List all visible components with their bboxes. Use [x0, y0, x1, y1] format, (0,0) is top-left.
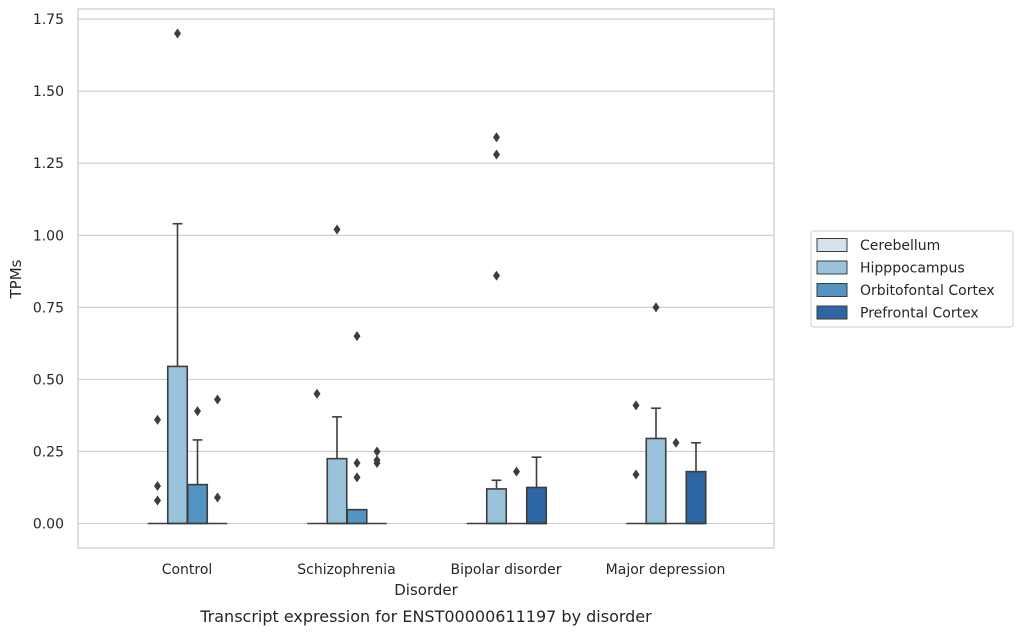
box-hipppocampus: [166, 365, 189, 525]
legend-entry: Prefrontal Cortex: [860, 306, 979, 322]
outlier-point: [353, 457, 361, 468]
outlier-point: [154, 495, 161, 506]
y-tick-labels: 0.00 0.25 0.50 0.75 1.00 1.25 1.50 1.75: [33, 12, 64, 532]
outlier-point: [632, 400, 640, 411]
box-prefrontal-cortex: [685, 470, 707, 525]
y-tick-label: 1.25: [33, 156, 64, 172]
x-tick-label: Control: [162, 562, 213, 578]
y-tick-label: 1.50: [33, 84, 64, 100]
outlier-point: [493, 132, 500, 143]
legend: Cerebellum Hipppocampus Orbitofontal Corte…: [810, 230, 1014, 328]
y-tick-label: 1.00: [33, 228, 64, 244]
legend-frame: [810, 230, 1014, 328]
legend-swatch: [816, 238, 848, 252]
y-tick-label: 0.50: [33, 372, 64, 388]
outlier-point: [353, 331, 361, 342]
outlier-point: [333, 224, 341, 235]
outlier-point: [214, 492, 221, 503]
y-tick-label: 0.25: [33, 444, 64, 460]
outlier-point: [672, 437, 680, 448]
box-hipppocampus: [485, 488, 508, 525]
outlier-point: [373, 457, 381, 468]
box-hipppocampus: [645, 437, 667, 525]
y-tick-label: 0.75: [33, 300, 64, 316]
x-tick-label: Bipolar disorder: [450, 562, 561, 578]
x-tick-labels: Control Schizophrenia Bipolar disorder Majo…: [162, 562, 726, 578]
outlier-point: [174, 28, 181, 39]
x-tick-label: Schizophrenia: [297, 562, 395, 578]
box-orbitofontal-cortex: [346, 508, 368, 525]
y-tick-label: 0.00: [33, 517, 64, 533]
box-hipppocampus: [326, 457, 348, 525]
legend-swatch: [816, 305, 848, 320]
outlier-point: [353, 472, 361, 483]
box-orbitofontal-cortex: [186, 483, 209, 525]
legend-swatch: [816, 260, 848, 275]
outlier-point: [493, 270, 500, 281]
x-tick-label: Major depression: [606, 562, 726, 578]
outlier-point: [313, 388, 321, 399]
y-tick-label: 1.75: [33, 12, 64, 28]
outlier-point: [154, 414, 161, 425]
outlier-point: [652, 302, 660, 313]
x-axis-label: Disorder: [394, 581, 458, 599]
legend-entry: Cerebellum: [860, 238, 940, 254]
outlier-point: [632, 469, 640, 480]
outlier-point: [214, 394, 221, 405]
outlier-point: [513, 466, 520, 477]
box-prefrontal-cortex: [525, 486, 548, 525]
legend-entry: Orbitofontal Cortex: [860, 283, 995, 299]
legend-swatch: [816, 283, 848, 297]
boxes: [147, 28, 707, 525]
chart-caption: Transcript expression for ENST0000061119…: [199, 607, 652, 626]
y-axis-label: TPMs: [7, 259, 25, 299]
legend-entry: Hipppocampus: [860, 261, 965, 277]
outlier-point: [373, 446, 381, 457]
outlier-point: [194, 406, 201, 417]
outlier-point: [154, 481, 161, 492]
outlier-point: [493, 149, 500, 160]
